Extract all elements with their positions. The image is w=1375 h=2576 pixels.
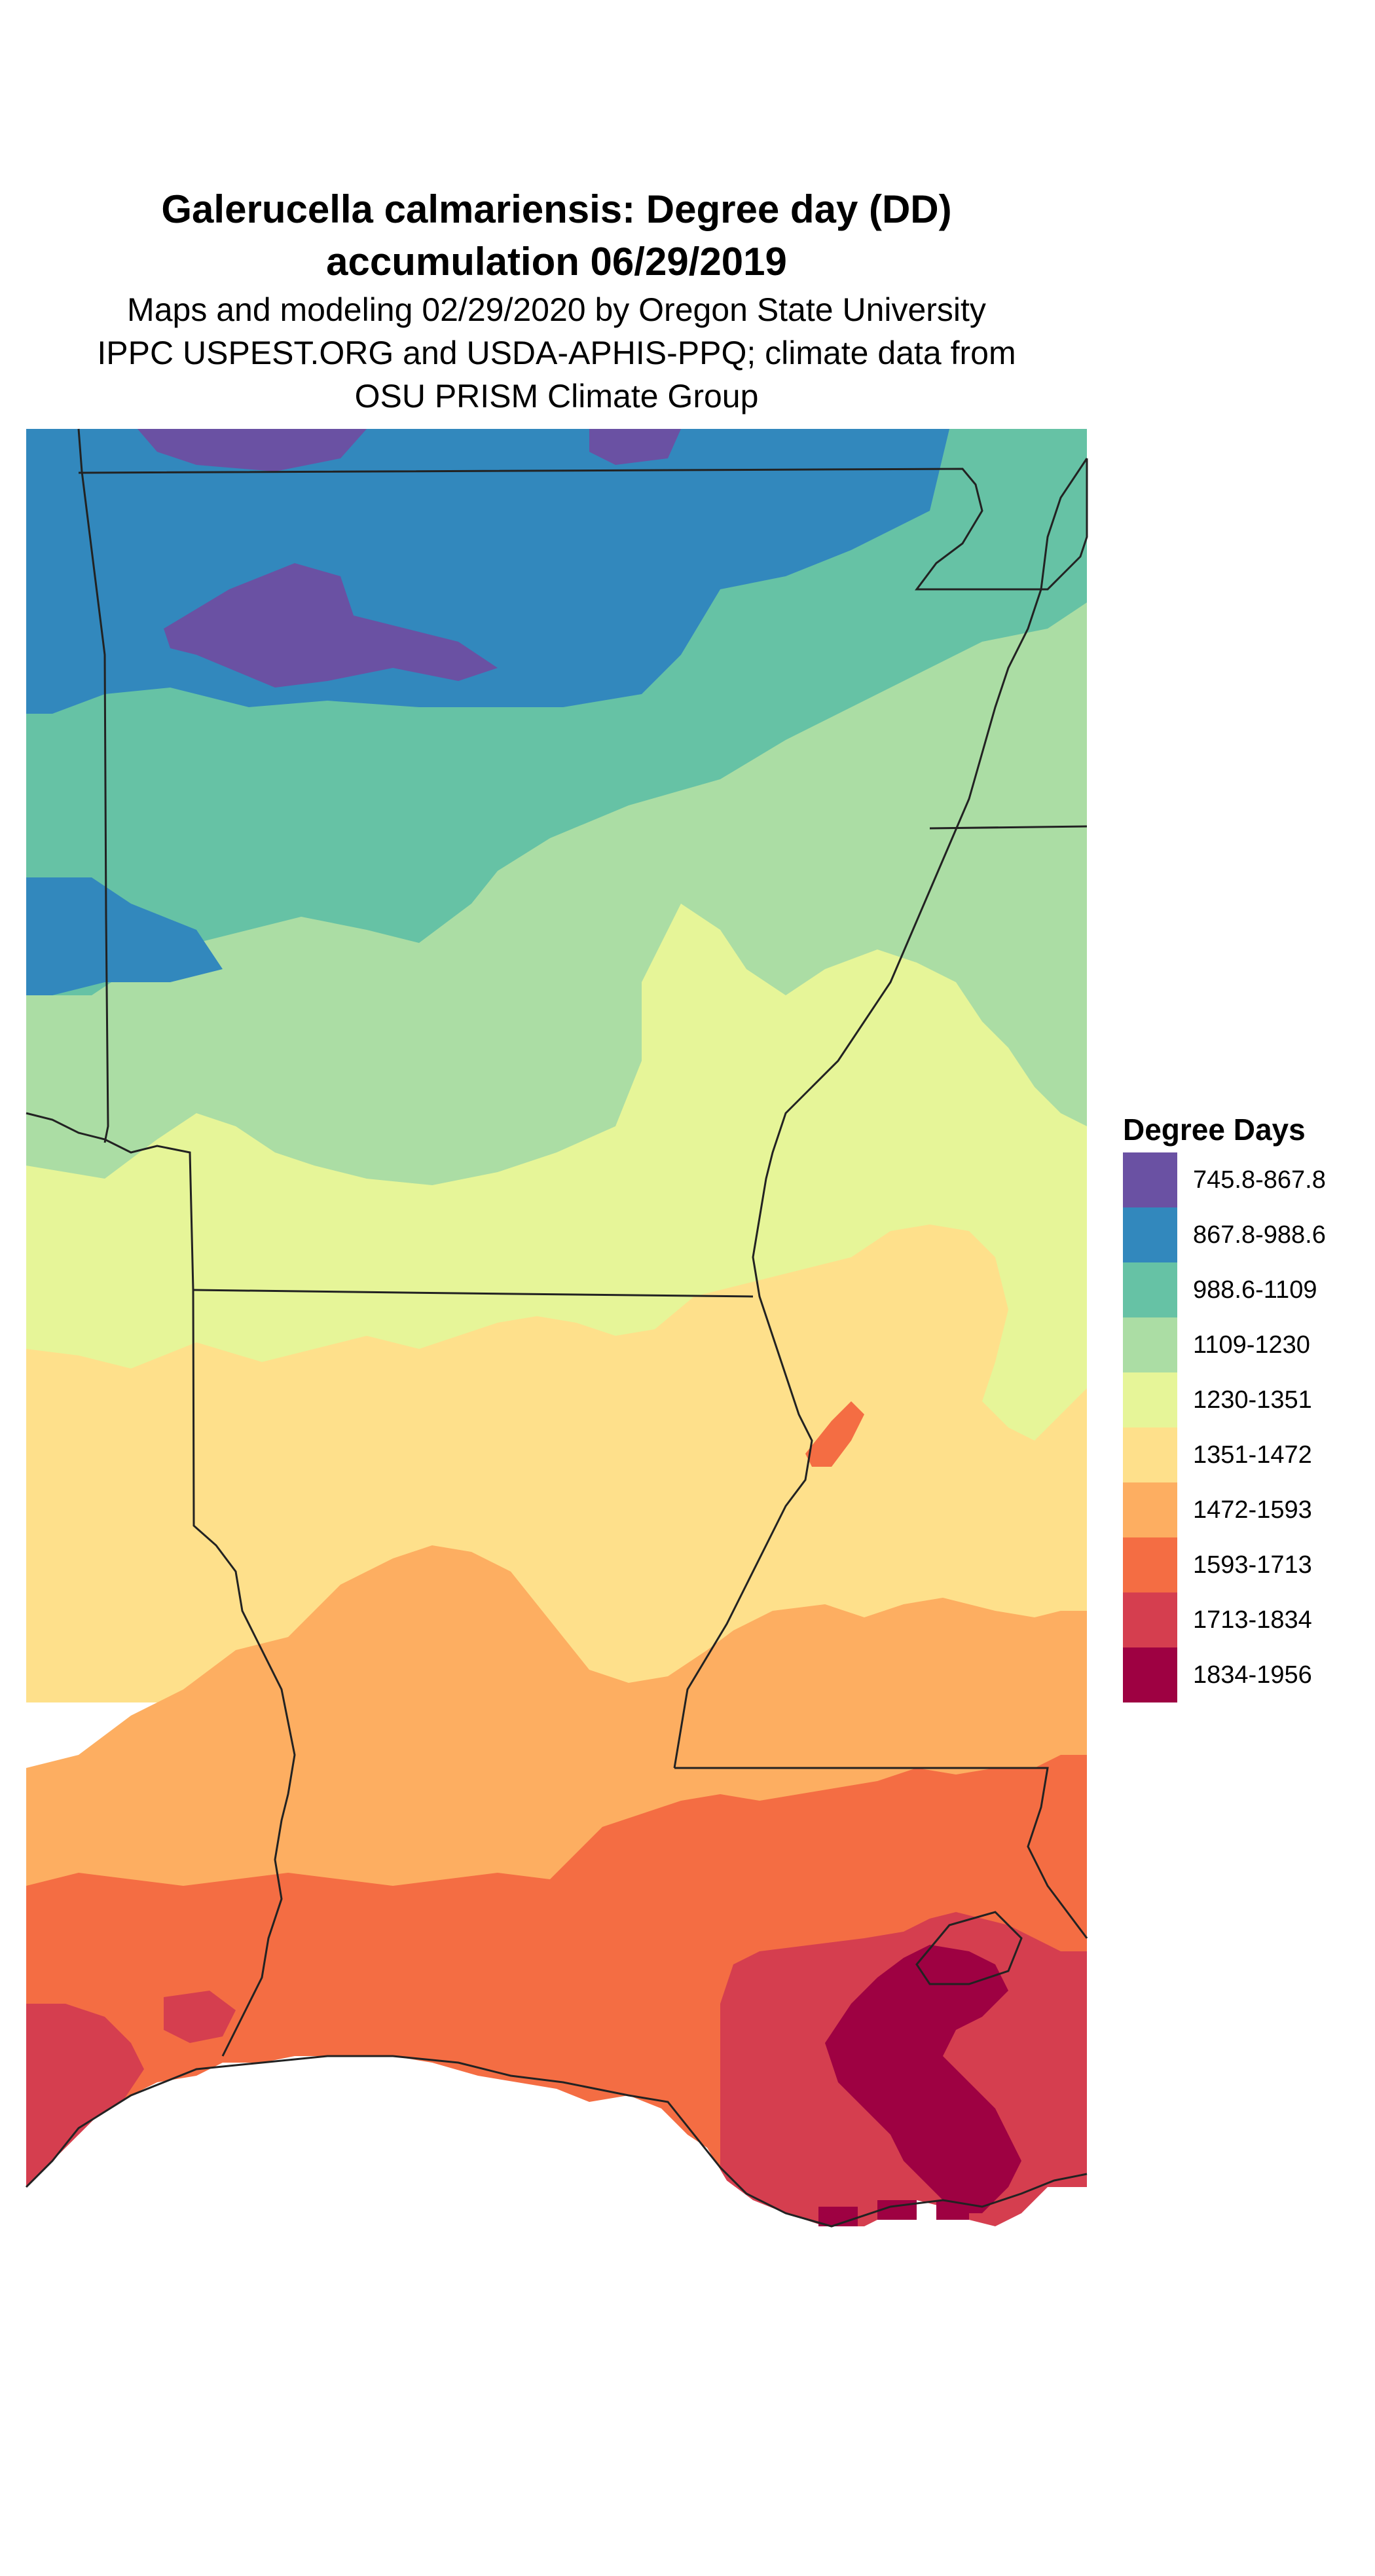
legend-label: 745.8-867.8 [1193,1166,1326,1194]
legend-label: 1230-1351 [1193,1386,1312,1414]
legend-item: 1834-1956 [1123,1647,1326,1702]
legend-item: 1351-1472 [1123,1427,1326,1482]
legend-label: 1834-1956 [1193,1661,1312,1689]
gulf-coastline [25,2055,1088,2228]
legend-label: 1593-1713 [1193,1551,1312,1579]
legend-label: 988.6-1109 [1193,1276,1317,1304]
mississippi-river [673,458,1088,1769]
map-title-line-1: Galerucella calmariensis: Degree day (DD… [161,187,952,231]
legend-item: 867.8-988.6 [1123,1207,1326,1262]
legend: Degree Days 745.8-867.8 867.8-988.6 988.6-… [1123,1107,1326,1702]
legend-label: 867.8-988.6 [1193,1221,1326,1249]
lake-pontchartrain [915,1911,1023,1985]
legend-item: 1713-1834 [1123,1592,1326,1647]
legend-item: 1230-1351 [1123,1372,1326,1427]
legend-item: 988.6-1109 [1123,1262,1326,1317]
legend-swatch [1123,1262,1177,1317]
map-heading: Galerucella calmariensis: Degree day (DD… [26,183,1087,418]
oklahoma-border [77,428,109,1143]
map-subtitle-line-1: Maps and modeling 02/29/2020 by Oregon S… [127,291,986,328]
zone-1834-1956 [825,1945,1021,2213]
legend-swatch [1123,1482,1177,1537]
texas-border [26,1112,296,2057]
legend-swatch [1123,1207,1177,1262]
arkansas-louisiana-border [193,1289,754,1298]
legend-label: 1472-1593 [1193,1496,1312,1524]
legend-label: 1713-1834 [1193,1606,1312,1634]
legend-swatch [1123,1647,1177,1702]
map-subtitle-line-3: OSU PRISM Climate Group [354,378,759,414]
legend-swatch [1123,1372,1177,1427]
legend-items: 745.8-867.8 867.8-988.6 988.6-1109 1109-123… [1123,1152,1326,1702]
legend-label: 1109-1230 [1193,1331,1310,1359]
zone-745-867 [138,429,367,471]
legend-item: 1109-1230 [1123,1317,1326,1372]
louisiana-mississippi-border [674,1767,1088,1939]
missouri-border [78,458,1088,591]
legend-swatch [1123,1592,1177,1647]
legend-item: 1472-1593 [1123,1482,1326,1537]
legend-swatch [1123,1152,1177,1207]
legend-swatch [1123,1317,1177,1372]
map-title-line-2: accumulation 06/29/2019 [326,240,787,284]
legend-swatch [1123,1537,1177,1592]
legend-item: 1593-1713 [1123,1537,1326,1592]
legend-label: 1351-1472 [1193,1441,1312,1469]
map-subtitle-line-2: IPPC USPEST.ORG and USDA-APHIS-PPQ; clim… [97,335,1016,371]
legend-title: Degree Days [1123,1113,1306,1147]
zone-1351-1472 [26,1224,1087,1702]
tennessee-border [929,825,1088,830]
legend-item: 745.8-867.8 [1123,1152,1326,1207]
legend-swatch [1123,1427,1177,1482]
